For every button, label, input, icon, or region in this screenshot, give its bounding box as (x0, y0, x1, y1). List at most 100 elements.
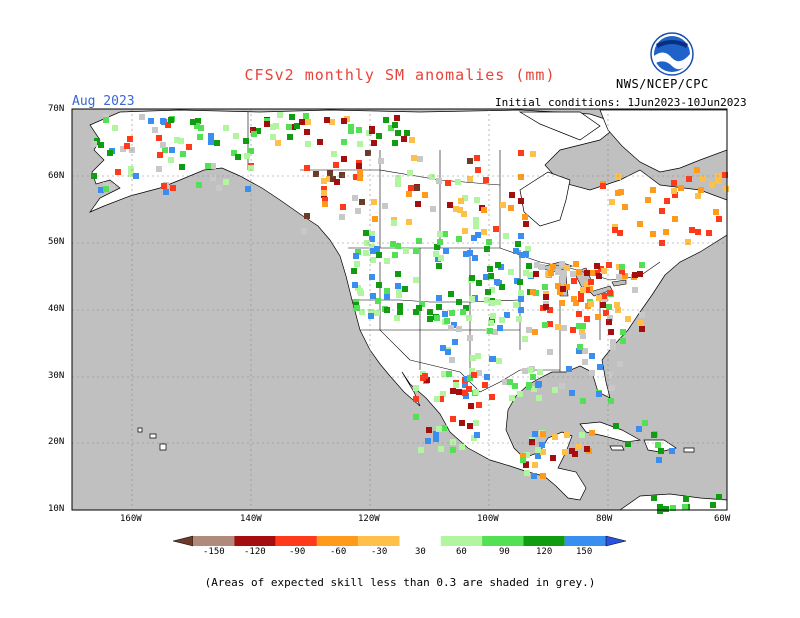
anomaly-cell (467, 423, 473, 429)
anomaly-cell (369, 231, 375, 237)
anomaly-cell (576, 443, 582, 449)
anomaly-cell (427, 309, 433, 315)
anomaly-cell (354, 305, 360, 311)
anomaly-cell (540, 449, 546, 455)
anomaly-cell (456, 326, 462, 332)
anomaly-cell (442, 231, 448, 237)
anomaly-cell (339, 172, 345, 178)
anomaly-cell (340, 204, 346, 210)
anomaly-cell (471, 372, 477, 378)
anomaly-cell (440, 345, 446, 351)
legend-label: -120 (244, 547, 266, 557)
anomaly-cell (303, 113, 309, 119)
anomaly-cell (357, 141, 363, 147)
anomaly-cell (503, 233, 509, 239)
anomaly-cell (518, 198, 524, 204)
anomaly-cell (463, 251, 469, 257)
anomaly-cell (392, 140, 398, 146)
anomaly-cell (160, 142, 166, 148)
anomaly-cell (584, 270, 590, 276)
anomaly-cell (231, 150, 237, 156)
anomaly-cell (539, 442, 545, 448)
anomaly-cell (552, 434, 558, 440)
anomaly-cell (472, 255, 478, 261)
anomaly-cell (716, 216, 722, 222)
anomaly-cell (462, 390, 468, 396)
anomaly-cell (299, 119, 305, 125)
anomaly-cell (174, 137, 180, 143)
anomaly-cell (700, 176, 706, 182)
anomaly-cell (723, 186, 729, 192)
lat-label: 70N (48, 104, 65, 114)
anomaly-cell (695, 193, 701, 199)
anomaly-cell (639, 312, 645, 318)
anomaly-cell (453, 206, 459, 212)
anomaly-cell (550, 455, 556, 461)
anomaly-cell (508, 205, 514, 211)
anomaly-cell (672, 216, 678, 222)
anomaly-cell (374, 310, 380, 316)
anomaly-cell (525, 246, 531, 252)
anomaly-cell (148, 118, 154, 124)
anomaly-cell (178, 138, 184, 144)
anomaly-cell (438, 396, 444, 402)
anomaly-cell (615, 174, 621, 180)
anomaly-cell (493, 226, 499, 232)
anomaly-cell (461, 211, 467, 217)
anomaly-cell (402, 286, 408, 292)
anomaly-cell (353, 253, 359, 259)
anomaly-cell (685, 239, 691, 245)
anomaly-cell (368, 309, 374, 315)
anomaly-cell (536, 395, 542, 401)
anomaly-cell (606, 319, 612, 325)
anomaly-cell (196, 182, 202, 188)
anomaly-cell (548, 270, 554, 276)
anomaly-cell (429, 174, 435, 180)
anomaly-cell (434, 244, 440, 250)
anomaly-cell (450, 447, 456, 453)
anomaly-cell (357, 169, 363, 175)
anomaly-cell (180, 151, 186, 157)
anomaly-cell (392, 122, 398, 128)
anomaly-cell (540, 431, 546, 437)
anomaly-cell (334, 179, 340, 185)
anomaly-cell (663, 506, 669, 512)
anomaly-cell (509, 192, 515, 198)
anomaly-cell (392, 252, 398, 258)
anomaly-cell (363, 250, 369, 256)
anomaly-cell (396, 292, 402, 298)
anomaly-cell (210, 163, 216, 169)
anomaly-cell (448, 291, 454, 297)
anomaly-cell (552, 387, 558, 393)
anomaly-cell (607, 290, 613, 296)
anomaly-cell (482, 382, 488, 388)
anomaly-cell (620, 329, 626, 335)
anomaly-cell (517, 391, 523, 397)
anomaly-cell (487, 328, 493, 334)
legend-label: 60 (456, 547, 467, 557)
anomaly-cell (436, 304, 442, 310)
anomaly-cell (473, 217, 479, 223)
anomaly-cell (601, 268, 607, 274)
anomaly-cell (438, 255, 444, 261)
anomaly-cell (408, 185, 414, 191)
anomaly-cell (518, 290, 524, 296)
anomaly-cell (91, 141, 97, 147)
anomaly-cell (409, 137, 415, 143)
anomaly-cell (168, 117, 174, 123)
anomaly-cell (600, 183, 606, 189)
anomaly-cell (492, 329, 498, 335)
anomaly-cell (526, 327, 532, 333)
lat-label: 60N (48, 171, 65, 181)
anomaly-cell (522, 336, 528, 342)
anomaly-cell (397, 309, 403, 315)
anomaly-cell (304, 165, 310, 171)
anomaly-cell (526, 382, 532, 388)
anomaly-cell (459, 444, 465, 450)
anomaly-cell (523, 270, 529, 276)
anomaly-cell (682, 504, 688, 510)
anomaly-cell (434, 396, 440, 402)
anomaly-cell (578, 291, 584, 297)
anomaly-cell (483, 177, 489, 183)
anomaly-cell (576, 348, 582, 354)
